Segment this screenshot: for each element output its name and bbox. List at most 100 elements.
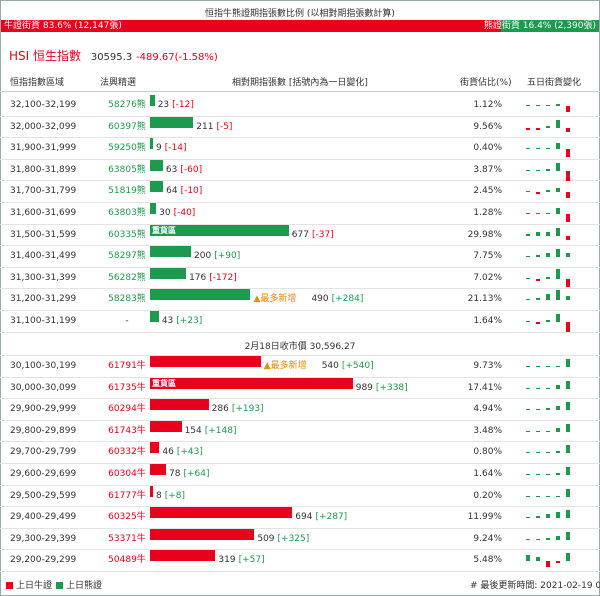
- row-daily-change: [+64]: [183, 469, 210, 479]
- row-range: 31,300-31,399: [10, 272, 77, 283]
- trend-bar: [556, 314, 560, 322]
- row-bar: [150, 289, 251, 301]
- trend-bar: [556, 188, 560, 193]
- five-day-trend: [526, 208, 570, 222]
- table-row: 31,600-31,699 63803熊 30 [-40] 1.28%: [0, 203, 600, 225]
- row-share-pct: 1.28%: [473, 208, 502, 218]
- trend-bar: [566, 106, 570, 112]
- up-triangle-icon: ▲: [253, 294, 261, 305]
- table-row: 29,700-29,799 60332牛 46 [+43] 0.80%: [0, 442, 600, 464]
- trend-bar: [546, 320, 550, 322]
- trend-bar: [566, 510, 570, 519]
- row-share-pct: 9.24%: [473, 533, 502, 544]
- row-product-code[interactable]: 63805熊: [108, 164, 146, 175]
- row-share-pct: 9.73%: [473, 361, 502, 371]
- row-product-code[interactable]: 56282熊: [108, 272, 146, 283]
- row-daily-change: [+57]: [238, 555, 265, 566]
- row-product-code[interactable]: 63803熊: [108, 208, 146, 218]
- trend-bar: [546, 408, 550, 411]
- row-product-code[interactable]: 59250熊: [108, 143, 146, 154]
- bull-ratio-label: 牛證街貨 83.6% (12,147張): [4, 21, 122, 31]
- trend-bar: [546, 276, 550, 279]
- row-bar: [150, 116, 194, 128]
- table-row: 31,100-31,199 - 43 [+23] 1.64%: [0, 311, 600, 333]
- five-day-trend: [526, 467, 570, 475]
- trend-bar: [536, 516, 540, 519]
- row-value-label: 200 [+90]: [194, 246, 240, 267]
- trend-bar: [566, 402, 570, 411]
- row-value: 8: [156, 490, 162, 501]
- row-share-pct: 0.80%: [473, 447, 502, 458]
- table-row: 29,400-29,499 60325牛 694 [+287] 11.99%: [0, 507, 600, 529]
- trend-bar: [526, 213, 530, 214]
- row-value-label: 46 [+43]: [162, 442, 202, 463]
- row-product-code[interactable]: 50489牛: [108, 555, 146, 566]
- row-product-code[interactable]: 53371牛: [108, 533, 146, 544]
- trend-bar: [546, 125, 550, 128]
- five-day-trend: [526, 380, 570, 389]
- row-product-code[interactable]: 58276熊: [108, 100, 146, 110]
- trend-bar: [526, 495, 530, 497]
- row-share-pct: 1.64%: [473, 316, 502, 326]
- row-daily-change: [+284]: [331, 294, 364, 305]
- row-daily-change: [+193]: [231, 404, 264, 415]
- trend-bar: [546, 537, 550, 540]
- row-value: 30: [159, 208, 171, 218]
- row-share-pct: 0.40%: [473, 143, 502, 154]
- row-range: 31,800-31,899: [10, 164, 77, 175]
- trend-bar: [536, 430, 540, 432]
- row-product-code[interactable]: 60397熊: [108, 121, 146, 132]
- row-value: 509: [257, 533, 275, 544]
- row-product-code[interactable]: 61743牛: [108, 425, 146, 436]
- row-product-code[interactable]: 60332牛: [108, 447, 146, 458]
- row-range: 31,500-31,599: [10, 229, 77, 240]
- row-value-label: 677 [-37]: [292, 225, 334, 246]
- five-day-trend: [526, 119, 570, 132]
- row-product-code[interactable]: 60304牛: [108, 469, 146, 479]
- row-value-label: 63 [-60]: [166, 160, 202, 181]
- five-day-trend: [526, 227, 570, 240]
- row-product-code[interactable]: -: [125, 316, 129, 326]
- row-daily-change: [+23]: [176, 316, 203, 326]
- row-share-pct: 7.02%: [473, 272, 502, 283]
- row-share-pct: 17.41%: [467, 382, 502, 393]
- row-value: 677: [291, 229, 309, 240]
- row-value: 694: [295, 512, 313, 523]
- row-product-code[interactable]: 51819熊: [108, 186, 146, 197]
- row-bar: [150, 464, 166, 475]
- header-trend: 五日街貨變化: [527, 78, 582, 88]
- trend-bar: [556, 473, 560, 475]
- row-product-code[interactable]: 60325牛: [108, 512, 146, 523]
- row-value-label: 319 [+57]: [218, 550, 264, 571]
- trend-bar: [556, 227, 560, 236]
- row-value: 211: [196, 121, 214, 132]
- row-value-label: 509 [+325]: [257, 529, 309, 550]
- row-product-code[interactable]: 61791牛: [108, 361, 146, 371]
- trend-bar: [546, 231, 550, 236]
- row-bar: [150, 138, 153, 150]
- five-day-trend: [526, 162, 570, 181]
- five-day-trend: [526, 553, 570, 568]
- row-product-code[interactable]: 61777牛: [108, 490, 146, 501]
- row-product-code[interactable]: 58283熊: [108, 294, 146, 305]
- heavy-zone-tag: 重貨區: [152, 225, 176, 235]
- table-row: 31,200-31,299 58283熊 ▲最多新增 490 [+284] 21.13%: [0, 289, 600, 311]
- row-daily-change: [-5]: [216, 121, 233, 132]
- table-row: 30,100-30,199 61791牛 ▲最多新增 540 [+540] 9.73%: [0, 356, 600, 378]
- trend-bar: [536, 452, 540, 454]
- row-product-code[interactable]: 60335熊: [108, 229, 146, 240]
- trend-bar: [536, 474, 540, 475]
- five-day-trend: [526, 104, 570, 112]
- trend-bar: [566, 149, 570, 158]
- row-product-code[interactable]: 58297熊: [108, 251, 146, 262]
- row-daily-change: [+90]: [214, 251, 241, 262]
- row-value: 78: [168, 469, 181, 479]
- trend-bar: [546, 452, 550, 454]
- five-day-trend: [526, 314, 570, 332]
- row-product-code[interactable]: 61735牛: [108, 382, 146, 393]
- trend-bar: [546, 213, 550, 214]
- row-note-text: 最多新增: [270, 361, 307, 371]
- row-product-code[interactable]: 60294牛: [108, 404, 146, 415]
- row-daily-change: [-12]: [172, 100, 194, 110]
- row-value: 43: [161, 316, 174, 326]
